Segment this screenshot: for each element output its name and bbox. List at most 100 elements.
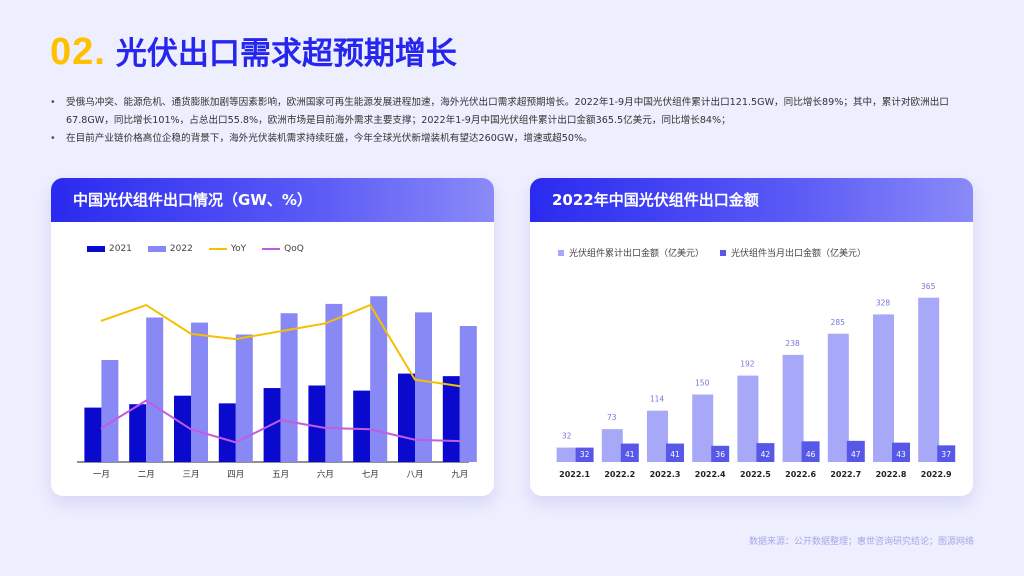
bar-2022-1 xyxy=(101,360,119,462)
x-tick-label: 六月 xyxy=(317,469,334,480)
point-qoq-2 xyxy=(145,399,148,402)
legend-item-2022: 2022 xyxy=(147,244,193,254)
x-tick-label: 2022.5 xyxy=(740,470,771,479)
data-label-cumulative: 328 xyxy=(876,298,891,307)
legend-swatch-2021 xyxy=(87,246,105,252)
bullet-text: 受俄乌冲突、能源危机、通货膨胀加剧等因素影响，欧洲国家可再生能源发展进程加速，海… xyxy=(66,97,949,126)
bar-monthly-8 xyxy=(892,442,910,462)
bar-2022-4 xyxy=(235,334,253,462)
legend-swatch-qoq xyxy=(262,248,281,250)
export-volume-card: 中国光伏组件出口情况（GW、%） 2021 2022 YoY QoQ 一月 二月 三… xyxy=(51,178,494,496)
bar-2021-7 xyxy=(353,390,371,462)
bar-2021-2 xyxy=(129,404,147,462)
bar-cumulative-7 xyxy=(827,333,849,462)
legend-label-yoy: YoY xyxy=(230,244,247,254)
point-yoy-8 xyxy=(414,378,416,381)
bar-2021-4 xyxy=(218,403,236,462)
data-label-monthly: 42 xyxy=(761,450,771,459)
legend-item-monthly: 光伏组件当月出口金额（亿美元） xyxy=(720,246,866,259)
export-value-chart: 32 32 2022.1 73 41 2022.2 114 41 2022.3 150 36 2022… xyxy=(556,282,956,479)
bar-cumulative-5 xyxy=(737,375,759,462)
x-tick-label: 2022.8 xyxy=(876,470,907,479)
point-qoq-8 xyxy=(414,438,416,441)
bar-monthly-7 xyxy=(846,440,865,462)
bar-cumulative-8 xyxy=(873,314,894,462)
bar-cumulative-2 xyxy=(601,429,623,462)
data-label-monthly: 36 xyxy=(715,450,725,459)
legend-item-cumulative: 光伏组件累计出口金额（亿美元） xyxy=(558,246,704,259)
x-tick-label: 八月 xyxy=(406,470,423,480)
point-yoy-7 xyxy=(369,304,372,306)
bar-2022-3 xyxy=(191,322,208,462)
point-qoq-4 xyxy=(234,441,237,444)
x-tick-label: 2022.4 xyxy=(695,470,726,479)
section-number: 02. xyxy=(50,31,106,73)
x-tick-label: 一月 xyxy=(93,470,110,480)
export-volume-chart: 一月 二月 三月 四月 五月 六月 七月 八月 九月 xyxy=(77,296,477,480)
bar-2021-1 xyxy=(84,407,102,462)
export-value-card: 2022年中国光伏组件出口金额 光伏组件累计出口金额（亿美元） 光伏组件当月出口… xyxy=(530,178,973,496)
x-tick-label: 2022.7 xyxy=(830,470,861,479)
legend-label-2021: 2021 xyxy=(109,244,132,254)
legend-label-2022: 2022 xyxy=(169,244,193,254)
data-label-cumulative: 285 xyxy=(831,318,846,327)
point-yoy-3 xyxy=(190,332,192,335)
legend-label-cumulative: 光伏组件累计出口金额（亿美元） xyxy=(569,249,705,259)
bar-monthly-3 xyxy=(666,443,684,462)
bar-monthly-2 xyxy=(620,443,639,462)
data-label-monthly: 37 xyxy=(941,450,951,459)
bar-2022-9 xyxy=(459,326,477,462)
data-label-monthly: 41 xyxy=(670,450,680,459)
point-yoy-9 xyxy=(458,385,461,388)
x-tick-label: 九月 xyxy=(451,470,468,480)
data-label-monthly: 43 xyxy=(896,450,906,459)
bullet-dot: • xyxy=(50,97,56,108)
bar-cumulative-3 xyxy=(647,410,668,462)
data-label-monthly: 47 xyxy=(851,450,861,459)
x-tick-label: 七月 xyxy=(362,470,379,480)
bar-2022-6 xyxy=(325,303,343,462)
export-volume-card-title: 中国光伏组件出口情况（GW、%） xyxy=(51,178,494,222)
export-value-card-title: 2022年中国光伏组件出口金额 xyxy=(530,178,973,222)
bar-2022-7 xyxy=(370,296,388,462)
point-qoq-5 xyxy=(279,419,282,422)
bar-cumulative-1 xyxy=(556,447,578,462)
data-label-monthly: 46 xyxy=(806,450,816,459)
bar-cumulative-9 xyxy=(918,297,940,462)
bar-monthly-6 xyxy=(801,441,820,462)
bullet-text: 在目前产业链价格高位企稳的背景下，海外光伏装机需求持续旺盛，今年全球光伏新增装机… xyxy=(66,133,593,144)
bar-monthly-9 xyxy=(937,445,956,462)
point-yoy-6 xyxy=(324,322,327,325)
data-label-monthly: 32 xyxy=(580,450,590,459)
data-label-monthly: 41 xyxy=(625,450,635,459)
export-volume-legend: 2021 2022 YoY QoQ xyxy=(87,244,320,254)
bar-cumulative-6 xyxy=(782,354,804,462)
bar-2021-3 xyxy=(174,395,191,462)
legend-item-qoq: QoQ xyxy=(262,244,304,254)
data-label-cumulative: 365 xyxy=(921,282,936,291)
x-tick-label: 五月 xyxy=(272,470,289,480)
export-value-legend: 光伏组件累计出口金额（亿美元） 光伏组件当月出口金额（亿美元） xyxy=(558,246,882,259)
bullet-item: • 在目前产业链价格高位企稳的背景下，海外光伏装机需求持续旺盛，今年全球光伏新增… xyxy=(50,130,980,148)
bar-2021-6 xyxy=(308,385,326,462)
bar-monthly-5 xyxy=(756,443,775,462)
point-yoy-4 xyxy=(234,338,237,340)
legend-swatch-monthly xyxy=(720,249,727,256)
point-yoy-2 xyxy=(145,304,148,306)
data-label-cumulative: 150 xyxy=(695,379,710,388)
point-yoy-1 xyxy=(100,319,103,322)
point-qoq-7 xyxy=(369,428,372,431)
bullet-dot: • xyxy=(50,133,56,144)
bar-2022-5 xyxy=(280,313,298,462)
data-label-cumulative: 192 xyxy=(740,360,755,369)
legend-label-qoq: QoQ xyxy=(284,244,304,254)
legend-label-monthly: 光伏组件当月出口金额（亿美元） xyxy=(731,249,867,259)
legend-swatch-yoy xyxy=(208,248,227,250)
legend-swatch-2022 xyxy=(147,246,166,252)
bar-monthly-4 xyxy=(711,445,730,462)
x-tick-label: 2022.6 xyxy=(785,470,816,479)
page-title: 光伏出口需求超预期增长 xyxy=(115,36,457,72)
bar-monthly-1 xyxy=(575,447,594,462)
x-tick-label: 2022.1 xyxy=(559,470,590,479)
bar-2021-8 xyxy=(398,373,415,462)
